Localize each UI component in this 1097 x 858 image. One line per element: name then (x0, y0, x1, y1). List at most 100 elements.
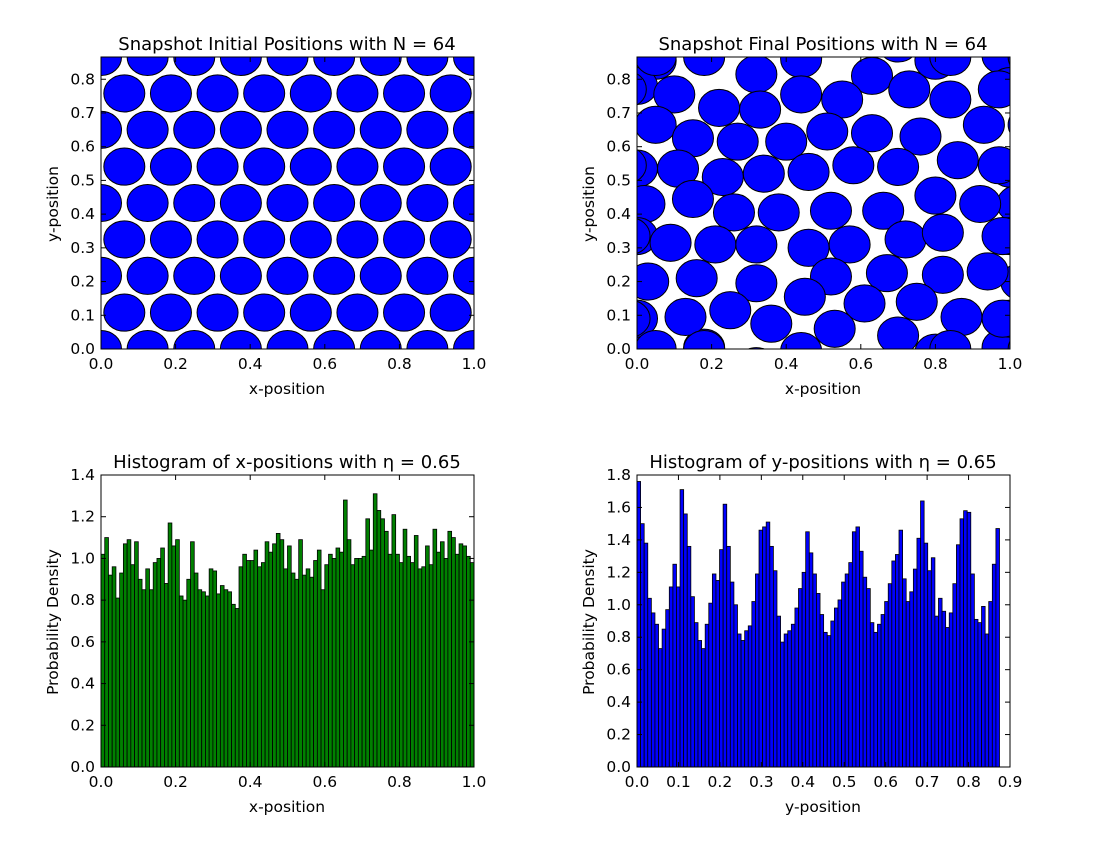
histogram-bar (862, 576, 868, 767)
particle-disk (929, 57, 972, 77)
histogram-bar (387, 553, 393, 767)
histogram-bar (152, 562, 158, 767)
particle-disk (173, 256, 216, 295)
histogram-bar (798, 588, 803, 767)
axes-frame (100, 56, 475, 350)
histogram-bar (443, 558, 449, 767)
particle-disk (1007, 57, 1010, 66)
histogram-bar (469, 562, 474, 767)
histogram-bar (398, 562, 404, 767)
histogram-bar (376, 510, 382, 767)
particle-disk (966, 252, 1009, 291)
plot-area (637, 481, 1000, 767)
histogram-bar (302, 574, 307, 767)
particle-disk (637, 300, 651, 337)
histogram-bar (447, 530, 453, 767)
particle-disk (289, 74, 332, 113)
particle-disk (884, 220, 927, 259)
particle-disk (336, 74, 379, 113)
particle-disk (173, 57, 216, 77)
particle-disk (103, 74, 146, 113)
histogram-bar (823, 631, 828, 767)
y-axis-label: Probability Density (580, 549, 598, 695)
particle-disk (865, 254, 908, 293)
histogram-bar (790, 623, 796, 767)
x-tick-label: 0.4 (238, 355, 263, 373)
histogram-bar (844, 573, 850, 767)
histogram-bar (891, 560, 896, 767)
histogram-bar (242, 553, 247, 767)
histogram-bar (755, 573, 760, 767)
x-tick-label: 0.2 (163, 355, 188, 373)
histogram-bar (733, 604, 738, 767)
x-tick-label: 0.6 (848, 355, 873, 373)
histogram-bar (740, 640, 746, 767)
particle-disk (712, 193, 755, 232)
y-tick-label: 0.8 (70, 70, 95, 88)
particle-disk (383, 220, 426, 259)
histogram-bar (290, 572, 296, 767)
histogram-bar (283, 568, 288, 767)
x-axis-label: y-position (785, 798, 861, 816)
particle-disk (149, 147, 192, 186)
particle-disk (149, 293, 192, 332)
particle-disk (637, 262, 670, 301)
particle-disk (243, 293, 286, 332)
particle-disk (196, 74, 239, 113)
histogram-bar (249, 560, 255, 767)
histogram-bar (156, 558, 162, 767)
x-tick-label: 0.7 (915, 773, 940, 791)
y-tick-label: 0.2 (70, 273, 95, 291)
y-tick-label: 0.2 (606, 273, 631, 291)
y-tick-label: 0.4 (70, 205, 95, 223)
histogram-bar (108, 574, 113, 767)
particle-disk (406, 256, 449, 295)
histogram-bar (902, 578, 907, 767)
histogram-bar (895, 554, 900, 767)
particle-disk (649, 223, 692, 262)
histogram-bar (722, 503, 728, 767)
histogram-bar (275, 533, 281, 767)
histogram-bar (104, 537, 109, 767)
histogram-bar (851, 531, 857, 767)
histogram-bar (729, 581, 735, 767)
particle-disk (243, 147, 286, 186)
histogram-bar (305, 568, 311, 767)
y-tick-label: 0.1 (70, 306, 95, 324)
histogram-bar (654, 623, 659, 767)
particle-disk (809, 191, 852, 230)
histogram-bar (694, 622, 699, 767)
histogram-bar (182, 599, 188, 767)
histogram-bar (672, 563, 677, 767)
y-tick-label: 0.1 (606, 306, 631, 324)
histogram-bar (130, 564, 135, 767)
particle-disk (313, 256, 356, 295)
particle-disk (266, 256, 309, 295)
particle-disk (936, 141, 979, 180)
histogram-bar (369, 549, 374, 767)
histogram-bar (316, 549, 322, 767)
histogram-bar (309, 576, 315, 767)
particle-disk (1007, 57, 1010, 70)
histogram-bar (354, 558, 359, 767)
particle-disk (103, 293, 146, 332)
particle-disk (243, 74, 286, 113)
histogram-bar (287, 545, 292, 767)
histogram-bar (458, 543, 464, 767)
particle-disk (359, 183, 402, 223)
histogram-bar (923, 542, 929, 767)
y-tick-label: 1.4 (606, 531, 631, 549)
y-tick-label: 0.5 (70, 171, 95, 189)
y-tick-label: 0.7 (70, 104, 95, 122)
histogram-bar (963, 510, 968, 767)
histogram-bar (762, 526, 767, 767)
histogram-bar (212, 570, 218, 767)
histogram-bar (948, 612, 954, 767)
particle-disk (289, 147, 332, 186)
particle-disk (406, 57, 449, 77)
histogram-bar (679, 489, 685, 767)
y-tick-label: 0.8 (606, 70, 631, 88)
particle-disk (929, 80, 972, 119)
histogram-bar (880, 614, 886, 767)
histogram-bar (365, 518, 370, 767)
